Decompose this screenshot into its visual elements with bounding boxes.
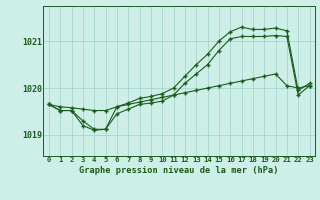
- X-axis label: Graphe pression niveau de la mer (hPa): Graphe pression niveau de la mer (hPa): [79, 166, 279, 175]
